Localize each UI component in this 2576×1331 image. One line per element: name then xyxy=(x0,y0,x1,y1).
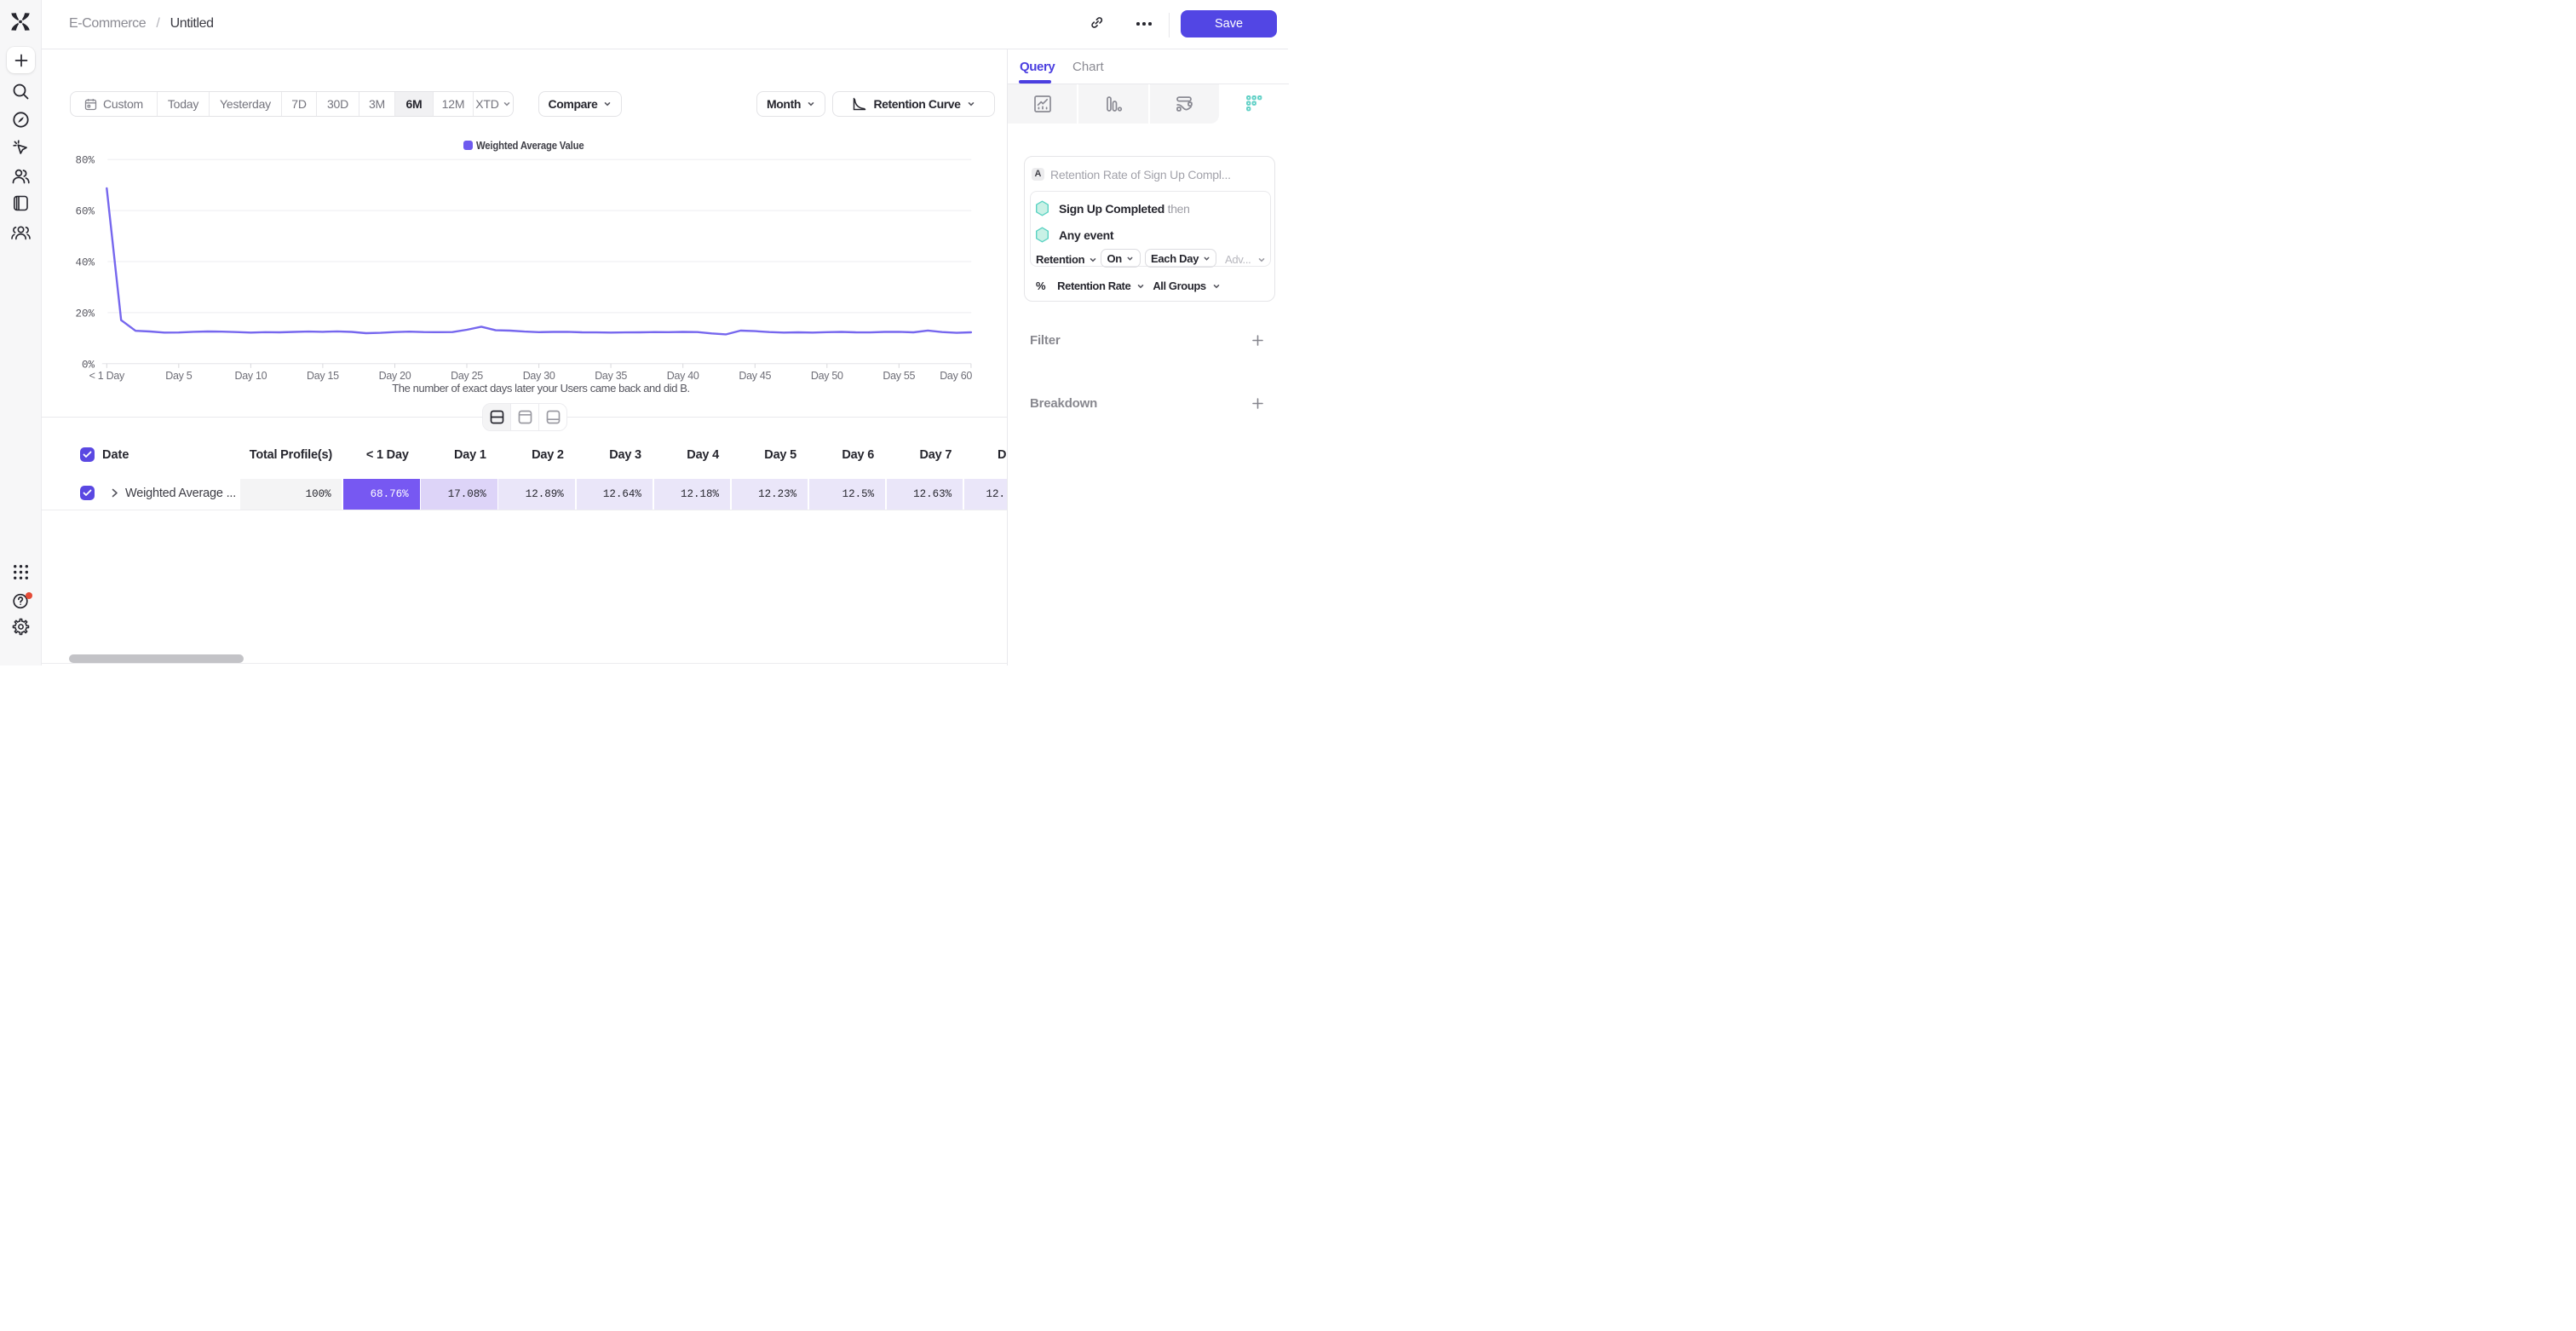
svg-text:Day 40: Day 40 xyxy=(667,370,699,382)
svg-text:60%: 60% xyxy=(75,206,95,218)
svg-text:20%: 20% xyxy=(75,308,95,320)
svg-text:< 1 Day: < 1 Day xyxy=(89,370,125,382)
svg-text:Day 35: Day 35 xyxy=(595,370,627,382)
svg-text:Day 45: Day 45 xyxy=(739,370,771,382)
svg-text:Day 15: Day 15 xyxy=(307,370,339,382)
svg-text:Day 60: Day 60 xyxy=(940,370,972,382)
svg-text:0%: 0% xyxy=(82,359,95,371)
svg-text:Day 10: Day 10 xyxy=(234,370,267,382)
svg-text:Day 5: Day 5 xyxy=(165,370,193,382)
svg-text:Day 20: Day 20 xyxy=(379,370,411,382)
svg-text:Day 25: Day 25 xyxy=(451,370,483,382)
svg-text:Day 50: Day 50 xyxy=(811,370,843,382)
svg-text:Day 55: Day 55 xyxy=(883,370,915,382)
svg-text:Day 30: Day 30 xyxy=(523,370,555,382)
svg-text:80%: 80% xyxy=(75,155,95,167)
svg-text:40%: 40% xyxy=(75,257,95,269)
